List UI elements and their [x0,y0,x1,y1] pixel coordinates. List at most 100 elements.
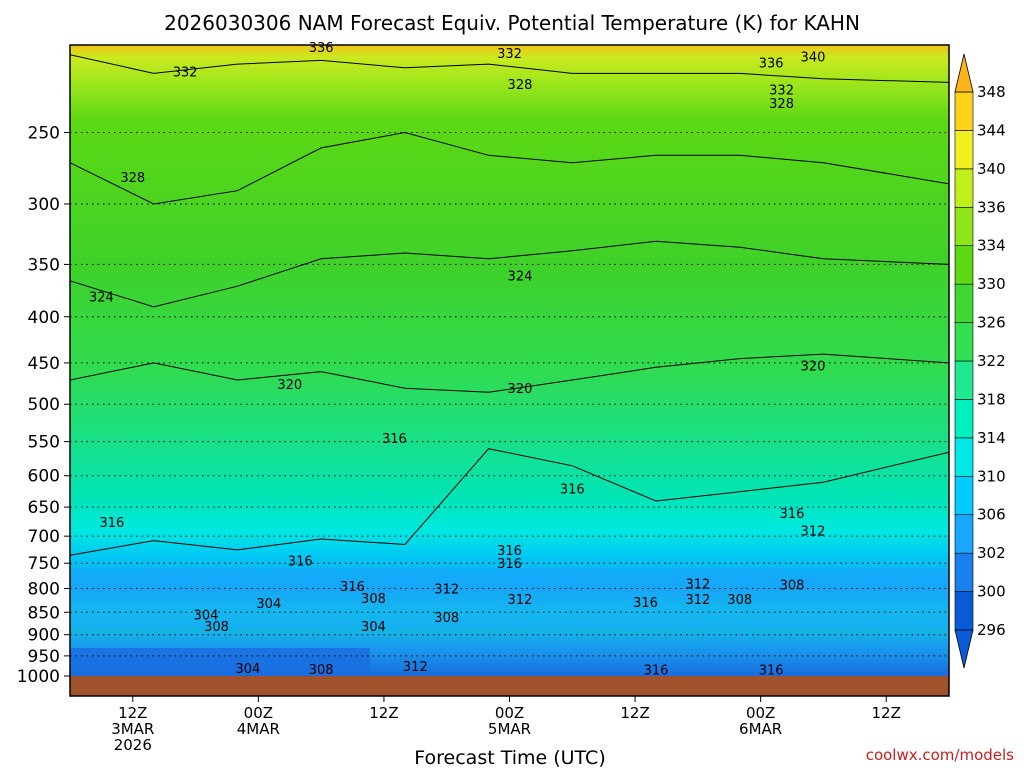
grid-lines [70,131,949,657]
contour-label: 324 [89,291,114,306]
colorbar-tick-label: 330 [977,275,1006,293]
colorbar-tick-label: 318 [977,390,1006,408]
contour-label: 316 [99,516,124,531]
colorbar-tick-label: 302 [977,544,1006,562]
contour-label: 308 [309,663,334,678]
plot-area [70,45,949,696]
y-tick-label: 700 [28,527,60,547]
colorbar-segment [954,399,974,439]
contour-label: 304 [194,609,219,624]
colorbar-high-arrow [954,53,974,93]
colorbar: 296 300 302 306 310 314 318 322 326 330 334 336 340 3… [954,53,1006,669]
contour-line-332 [70,54,949,83]
surface-blue-band [70,648,370,676]
contour-label: 312 [801,525,826,540]
contour-label: 316 [382,432,407,447]
contour-label: 340 [801,51,826,66]
contour-label: 324 [508,269,533,284]
contour-label: 316 [759,663,784,678]
contour-line-324 [70,240,949,308]
contour-label: 336 [759,56,784,71]
y-tick-label: 550 [28,433,60,453]
colorbar-tick-label: 300 [977,583,1006,601]
colorbar-tick-label: 306 [977,506,1006,524]
y-tick-label: 950 [28,647,60,667]
colorbar-segment [954,322,974,362]
ground-terrain [70,676,949,696]
colorbar-segment [954,245,974,285]
x-tick-label: 5MAR [488,720,531,738]
contour-label: 316 [780,507,805,522]
colorbar-tick-label: 326 [977,314,1006,332]
colorbar-segment [954,514,974,554]
contour-label: 328 [769,97,794,112]
colorbar-tick-label: 296 [977,621,1006,639]
y-tick-label: 300 [28,195,60,215]
y-tick-label: 650 [28,498,60,518]
colorbar-tick-label: 348 [977,83,1006,101]
contour-label: 312 [685,593,710,608]
contour-label: 316 [560,483,585,498]
x-tick-label: 12Z [620,704,649,722]
contour-label: 316 [340,580,365,595]
x-tick-label: 00Z [495,704,524,722]
y-tick-label: 350 [28,255,60,275]
contour-label: 320 [277,378,302,393]
contour-label: 308 [434,611,459,626]
chart-title: 2026030306 NAM Forecast Equiv. Potential… [164,11,860,35]
contour-label: 304 [361,620,386,635]
x-tick-label: 00Z [244,704,273,722]
contour-label: 320 [508,382,533,397]
credit-text: coolwx.com/models [866,746,1014,764]
colorbar-segment [954,283,974,323]
colorbar-tick-label: 322 [977,352,1006,370]
contour-label: 316 [288,555,313,570]
x-tick-label: 4MAR [237,720,280,738]
y-tick-label: 600 [28,467,60,487]
contour-label: 336 [309,41,334,56]
contour-label: 312 [434,583,459,598]
contour-label: 332 [769,83,794,98]
colorbar-segment [954,360,974,400]
x-tick-label: 00Z [746,704,775,722]
contour-label: 308 [204,620,229,635]
contour-label: 316 [497,544,522,559]
contour-lines [70,54,949,556]
colorbar-tick-label: 336 [977,198,1006,216]
colorbar-segment [954,168,974,208]
colorbar-segment [954,130,974,170]
colorbar-segment [954,475,974,516]
contour-line-316 [70,448,949,556]
colorbar-low-arrow [954,629,974,669]
contour-line-320 [70,353,949,393]
colorbar-segment [954,591,974,631]
colorbar-tick-label: 344 [977,121,1006,139]
y-tick-label: 1000 [17,667,60,687]
y-tick-label: 500 [28,395,60,415]
y-tick-label: 750 [28,554,60,574]
colorbar-tick-label: 340 [977,160,1006,178]
contour-label: 308 [727,593,752,608]
y-tick-label: 850 [28,603,60,623]
colorbar-segment [954,552,974,592]
colorbar-tick-label: 310 [977,467,1006,485]
contour-label: 308 [780,579,805,594]
contour-label: 312 [685,578,710,593]
contour-label: 304 [256,597,281,612]
y-tick-label: 800 [28,580,60,600]
y-tick-label: 250 [28,123,60,143]
x-tick-label: 12Z [118,704,147,722]
contour-label: 328 [508,78,533,93]
contour-label: 332 [173,66,198,81]
contour-label: 308 [361,592,386,607]
contour-label: 316 [644,663,669,678]
contour-label: 312 [403,660,428,675]
colorbar-segment [954,206,974,247]
y-tick-label: 400 [28,308,60,328]
x-tick-label: 12Z [369,704,398,722]
colorbar-segment [954,437,974,477]
colorbar-tick-label: 314 [977,429,1006,447]
